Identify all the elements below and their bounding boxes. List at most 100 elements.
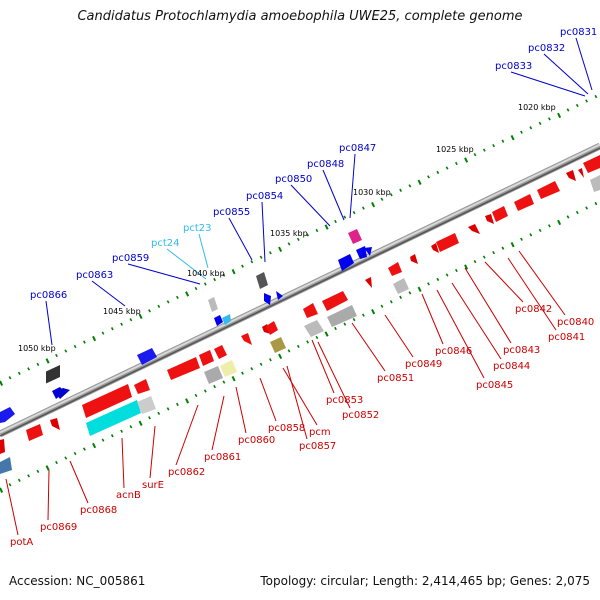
gene-grey-1050[interactable] xyxy=(46,365,60,384)
tick-mark xyxy=(92,442,97,449)
gene-label-pc0841[interactable]: pc0841 xyxy=(548,332,585,343)
gene-grey-1020[interactable] xyxy=(590,175,600,192)
gene-label-pcm[interactable]: pcm xyxy=(309,427,331,438)
gene-label-pc0831[interactable]: pc0831 xyxy=(560,27,597,38)
tick-mark xyxy=(0,380,4,386)
gene-pc0849[interactable] xyxy=(388,262,402,276)
gene-pc0863[interactable] xyxy=(55,388,70,399)
gene-pc0843[interactable] xyxy=(468,224,480,234)
gene-pc0857-olive[interactable] xyxy=(270,337,286,353)
gene-label-pc0861[interactable]: pc0861 xyxy=(204,452,241,463)
gene-label-pc0833[interactable]: pc0833 xyxy=(495,61,532,72)
gene-label-pc0848[interactable]: pc0848 xyxy=(307,159,344,170)
gene-pc0861[interactable] xyxy=(199,350,214,366)
gene-pc0846[interactable] xyxy=(410,254,418,264)
tick-mark xyxy=(185,291,190,297)
gene-pc0848[interactable] xyxy=(356,246,367,259)
gene-label-pc0844[interactable]: pc0844 xyxy=(493,361,530,372)
gene-label-pc0858[interactable]: pc0858 xyxy=(268,423,305,434)
gene-pc0853[interactable] xyxy=(303,303,318,318)
gene-pc0852[interactable] xyxy=(322,291,348,311)
gene-potA[interactable] xyxy=(0,457,12,474)
gene-label-pc0852[interactable]: pc0852 xyxy=(342,410,379,421)
gene-pc0858[interactable] xyxy=(241,333,252,345)
gene-grey-1035[interactable] xyxy=(256,272,268,289)
leader-line xyxy=(45,300,53,346)
gene-pc0852-grey[interactable] xyxy=(327,305,357,327)
gene-label-pc0863[interactable]: pc0863 xyxy=(76,270,113,281)
gene-label-pc0849[interactable]: pc0849 xyxy=(405,359,442,370)
gene-pc0850[interactable] xyxy=(338,254,354,271)
tick-mark xyxy=(436,170,440,175)
gene-label-pc0854[interactable]: pc0854 xyxy=(246,191,283,202)
gene-pc0845[interactable] xyxy=(431,243,439,253)
gene-label-pc0843[interactable]: pc0843 xyxy=(503,345,540,356)
gene-acnB-cyan[interactable] xyxy=(86,400,141,436)
tick-mark xyxy=(548,117,551,121)
gene-pc0840[interactable] xyxy=(537,181,560,199)
gene-label-pc0869[interactable]: pc0869 xyxy=(40,522,77,533)
tick-mark xyxy=(287,349,291,353)
gene-pc0839[interactable] xyxy=(583,155,600,173)
tick-mark xyxy=(296,237,300,242)
gene-label-surE[interactable]: surE xyxy=(142,480,164,491)
gene-label-pc0868[interactable]: pc0868 xyxy=(80,505,117,516)
gene-label-pc0846[interactable]: pc0846 xyxy=(435,346,472,357)
gene-pct23[interactable] xyxy=(222,314,231,325)
gene-surE[interactable] xyxy=(134,379,150,394)
gene-pc0854[interactable] xyxy=(276,291,283,300)
gene-pc0853-grey[interactable] xyxy=(304,320,324,337)
tick-mark xyxy=(343,215,347,219)
gene-pc0857[interactable] xyxy=(266,321,278,335)
gene-pc0860[interactable] xyxy=(214,345,227,359)
tick-mark xyxy=(8,376,12,380)
gene-pc0869[interactable] xyxy=(26,424,43,441)
gene-label-potA[interactable]: potA xyxy=(10,537,33,548)
leader-line xyxy=(349,153,356,219)
gene-pc0868[interactable] xyxy=(50,418,60,430)
gene-pc0859[interactable] xyxy=(137,348,157,365)
gene-label-pc0850[interactable]: pc0850 xyxy=(275,174,312,185)
tick-mark xyxy=(473,259,477,264)
gene-label-pct23[interactable]: pct23 xyxy=(183,223,212,234)
gene-pc0840-b[interactable] xyxy=(566,170,576,181)
gene-label-pc0860[interactable]: pc0860 xyxy=(238,435,275,446)
gene-label-pc0862[interactable]: pc0862 xyxy=(168,467,205,478)
gene-pc0842[interactable] xyxy=(485,214,494,224)
gene-pc0842-b[interactable] xyxy=(492,206,508,222)
gene-label-pc0832[interactable]: pc0832 xyxy=(528,43,565,54)
gene-label-pc0851[interactable]: pc0851 xyxy=(377,373,414,384)
gene-label-pc0847[interactable]: pc0847 xyxy=(339,143,376,154)
gene-pc0847[interactable] xyxy=(364,247,372,256)
gene-grey-1040[interactable] xyxy=(208,297,218,312)
gene-pc0844[interactable] xyxy=(436,233,459,252)
gene-label-pct24[interactable]: pct24 xyxy=(151,238,180,249)
gene-pc0866[interactable] xyxy=(0,407,15,423)
gene-label-pc0859[interactable]: pc0859 xyxy=(112,253,149,264)
gene-label-pc0853[interactable]: pc0853 xyxy=(326,395,363,406)
tick-mark xyxy=(45,358,50,364)
gene-label-acnB[interactable]: acnB xyxy=(116,490,141,501)
gene-label-pc0855[interactable]: pc0855 xyxy=(213,207,250,218)
gene-label-pc0845[interactable]: pc0845 xyxy=(476,380,513,391)
gene-label-pc0866[interactable]: pc0866 xyxy=(30,290,67,301)
gene-acnB[interactable] xyxy=(82,384,132,418)
gene-pc0861-grey[interactable] xyxy=(204,366,223,384)
gene-pc0840-c[interactable] xyxy=(578,168,584,178)
gene-pct24[interactable] xyxy=(214,315,223,326)
gene-pc0860-yellow[interactable] xyxy=(220,360,237,377)
gene-surE-grey[interactable] xyxy=(137,396,156,414)
gene-pc0855[interactable] xyxy=(264,293,271,305)
kbp-label: 1035 kbp xyxy=(270,229,308,238)
gene-pc0841[interactable] xyxy=(514,194,534,211)
gene-pc0862[interactable] xyxy=(167,357,200,380)
gene-label-pc0842[interactable]: pc0842 xyxy=(515,304,552,315)
gene-label-pc0840[interactable]: pc0840 xyxy=(557,317,594,328)
gene-label-pc0857[interactable]: pc0857 xyxy=(299,441,336,452)
tick-mark xyxy=(110,327,114,331)
gene-pc0849-grey[interactable] xyxy=(393,278,409,294)
leader-line xyxy=(5,478,19,536)
gene-pc0869-b[interactable] xyxy=(0,439,5,454)
gene-magenta[interactable] xyxy=(348,229,362,244)
gene-pc0851[interactable] xyxy=(365,277,372,288)
